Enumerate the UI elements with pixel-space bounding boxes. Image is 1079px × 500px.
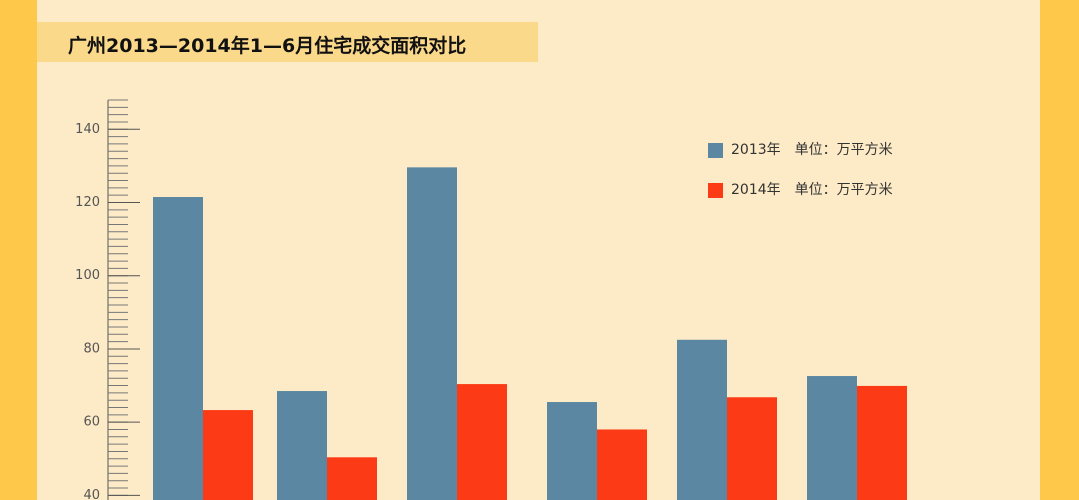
y-tick-label: 40: [83, 488, 100, 500]
bar: [327, 457, 377, 500]
legend-swatch: [708, 183, 723, 198]
bar: [203, 410, 253, 500]
bar: [547, 402, 597, 500]
legend-label: 2014年 单位：万平方米: [731, 182, 893, 198]
legend: 2013年 单位：万平方米 2014年 单位：万平方米: [708, 142, 893, 198]
y-tick-label: 80: [83, 341, 100, 356]
y-tick-label: 100: [75, 268, 100, 283]
bar: [277, 391, 327, 500]
bar: [597, 429, 647, 500]
y-tick-label: 60: [83, 415, 100, 430]
chart-title: 广州2013—2014年1—6月住宅成交面积对比: [68, 35, 467, 57]
bar: [807, 376, 857, 500]
bar: [727, 397, 777, 500]
y-tick-label: 140: [75, 122, 100, 137]
legend-label: 2013年 单位：万平方米: [731, 142, 893, 158]
title-box: [37, 22, 538, 62]
bar: [407, 167, 457, 500]
bar: [457, 384, 507, 500]
y-tick-label: 120: [75, 195, 100, 210]
bar: [677, 339, 727, 500]
bar: [857, 385, 907, 500]
bar: [153, 197, 203, 500]
legend-swatch: [708, 143, 723, 158]
